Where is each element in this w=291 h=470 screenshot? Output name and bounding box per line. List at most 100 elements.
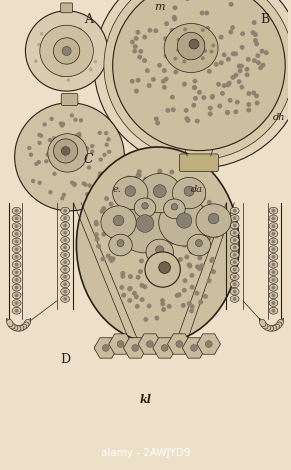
Circle shape — [195, 264, 200, 269]
Circle shape — [207, 278, 212, 283]
Circle shape — [170, 94, 175, 100]
Circle shape — [31, 179, 35, 183]
Circle shape — [264, 50, 269, 55]
Circle shape — [156, 247, 161, 251]
Circle shape — [207, 243, 212, 248]
Circle shape — [103, 223, 108, 228]
Ellipse shape — [113, 0, 285, 150]
Circle shape — [272, 247, 275, 251]
Circle shape — [63, 231, 67, 235]
Circle shape — [272, 309, 275, 313]
Circle shape — [233, 290, 237, 294]
Ellipse shape — [94, 0, 291, 168]
Circle shape — [181, 242, 186, 246]
Circle shape — [15, 247, 19, 251]
Circle shape — [183, 27, 187, 31]
Ellipse shape — [61, 281, 70, 288]
Ellipse shape — [196, 204, 231, 237]
Ellipse shape — [12, 207, 21, 214]
Circle shape — [194, 24, 198, 29]
Circle shape — [137, 169, 142, 174]
Circle shape — [15, 255, 19, 259]
Circle shape — [63, 60, 67, 63]
Ellipse shape — [61, 229, 70, 236]
Circle shape — [82, 181, 86, 186]
Circle shape — [182, 59, 186, 63]
Circle shape — [40, 32, 43, 36]
Ellipse shape — [61, 222, 70, 229]
Circle shape — [253, 38, 258, 43]
Circle shape — [58, 121, 63, 125]
FancyBboxPatch shape — [61, 94, 78, 105]
Ellipse shape — [269, 246, 278, 252]
Ellipse shape — [187, 234, 211, 256]
Circle shape — [110, 220, 115, 226]
Text: kl: kl — [139, 393, 152, 405]
Circle shape — [186, 118, 190, 123]
Circle shape — [252, 58, 257, 63]
Circle shape — [151, 279, 156, 284]
Circle shape — [185, 25, 190, 30]
Ellipse shape — [12, 307, 21, 314]
Circle shape — [52, 172, 57, 176]
Circle shape — [148, 28, 152, 33]
Circle shape — [233, 231, 237, 235]
Circle shape — [164, 282, 168, 287]
Circle shape — [214, 234, 219, 238]
Circle shape — [171, 235, 176, 240]
Circle shape — [176, 341, 183, 347]
Circle shape — [183, 52, 187, 55]
Circle shape — [272, 270, 275, 274]
Circle shape — [272, 240, 275, 243]
Text: da: da — [191, 185, 203, 194]
Circle shape — [44, 159, 48, 164]
Circle shape — [128, 286, 133, 291]
Circle shape — [102, 153, 107, 157]
Circle shape — [198, 43, 203, 48]
Circle shape — [135, 30, 140, 35]
Circle shape — [163, 36, 168, 41]
Ellipse shape — [113, 176, 148, 210]
Circle shape — [184, 108, 189, 113]
Circle shape — [148, 227, 153, 233]
Circle shape — [134, 89, 139, 94]
Ellipse shape — [61, 259, 70, 266]
Circle shape — [210, 94, 215, 99]
Circle shape — [109, 258, 114, 263]
Circle shape — [130, 79, 135, 84]
Ellipse shape — [230, 288, 239, 295]
Ellipse shape — [48, 133, 87, 172]
Circle shape — [113, 215, 124, 226]
Circle shape — [211, 44, 215, 47]
Circle shape — [142, 188, 147, 194]
Ellipse shape — [77, 147, 239, 343]
Ellipse shape — [269, 253, 278, 260]
Circle shape — [151, 182, 156, 187]
Ellipse shape — [24, 319, 31, 327]
Circle shape — [176, 48, 180, 52]
Circle shape — [133, 44, 138, 49]
Circle shape — [177, 32, 205, 60]
Circle shape — [192, 207, 197, 212]
Circle shape — [175, 215, 180, 220]
Circle shape — [155, 265, 160, 270]
Circle shape — [169, 170, 174, 174]
Text: alamy - 2AWJYD9: alamy - 2AWJYD9 — [101, 448, 190, 458]
Circle shape — [84, 148, 88, 152]
Circle shape — [214, 62, 219, 67]
Circle shape — [102, 345, 109, 352]
Circle shape — [233, 282, 237, 286]
Circle shape — [184, 239, 189, 244]
Circle shape — [255, 101, 260, 105]
Circle shape — [150, 203, 155, 207]
Circle shape — [173, 70, 178, 74]
Circle shape — [143, 177, 148, 181]
Circle shape — [90, 144, 94, 148]
Circle shape — [111, 256, 116, 261]
Circle shape — [204, 10, 209, 16]
Circle shape — [137, 173, 142, 178]
Circle shape — [70, 113, 74, 118]
Circle shape — [161, 345, 168, 352]
Circle shape — [192, 34, 197, 39]
Circle shape — [120, 227, 125, 233]
